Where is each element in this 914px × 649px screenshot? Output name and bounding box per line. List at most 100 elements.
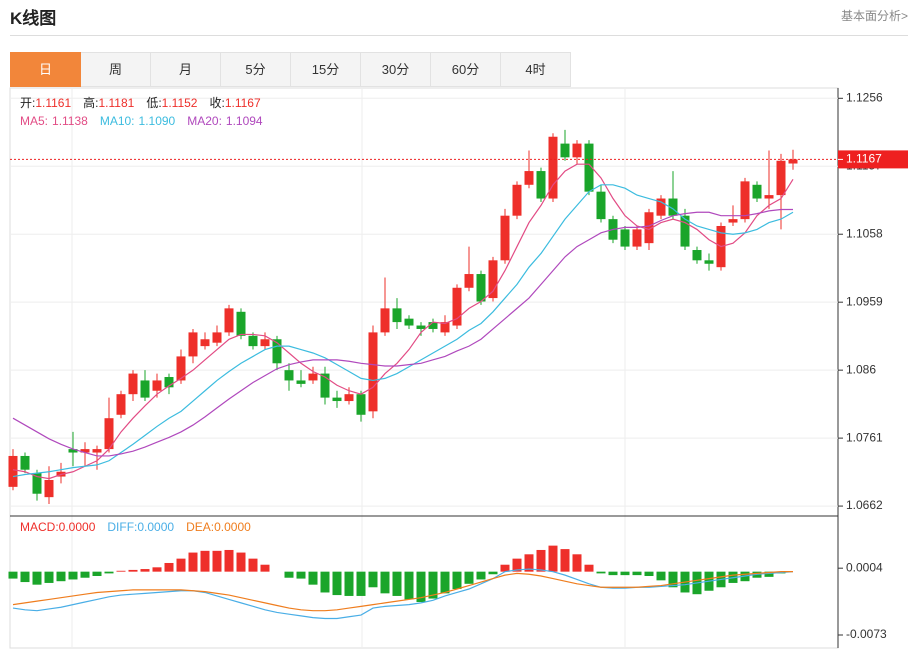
legend-value: 0.0000 [59, 520, 96, 534]
period-tab[interactable]: 5分 [221, 52, 291, 87]
legend-label: DEA: [186, 520, 214, 534]
candle-body [296, 380, 306, 384]
candle-body [380, 308, 390, 333]
macd-bar [596, 571, 606, 574]
candle-body [20, 455, 30, 470]
legend-label: MA10: [100, 114, 135, 128]
macd-bar [284, 571, 294, 578]
macd-bar [536, 549, 546, 572]
candle-body [44, 479, 54, 498]
legend-label: DIFF: [107, 520, 137, 534]
candle-body [284, 370, 294, 381]
legend: 开:1.1161 高:1.1181 低:1.1152 收:1.1167 [20, 95, 261, 110]
macd-bar [608, 571, 618, 576]
macd-line [12, 568, 794, 620]
macd-bar [44, 571, 54, 583]
period-tab[interactable]: 60分 [431, 52, 501, 87]
y-tick-label: 1.0662 [846, 498, 883, 512]
candle-body [536, 171, 546, 199]
candle-body [476, 274, 486, 302]
y-tick-label: 1.0959 [846, 294, 883, 308]
macd-bar [548, 545, 558, 572]
period-tab[interactable]: 月 [151, 52, 221, 87]
candle-body [776, 160, 786, 196]
period-tab[interactable]: 周 [81, 52, 151, 87]
period-tab[interactable]: 4时 [501, 52, 571, 87]
period-tab[interactable]: 日 [10, 52, 81, 87]
macd-bar [656, 571, 666, 581]
macd-bar [524, 554, 534, 572]
candle-body [560, 143, 570, 158]
legend-value: 1.1181 [99, 96, 135, 110]
macd-bar [128, 569, 138, 572]
legend-label: MACD: [20, 520, 59, 534]
candle-body [176, 356, 186, 381]
candle-body [452, 287, 462, 326]
candle-body [332, 397, 342, 402]
legend-label: 收: [209, 96, 224, 110]
macd-bar [56, 571, 66, 582]
macd-bar [152, 567, 162, 572]
candle-body [344, 394, 354, 402]
y-tick-label: -0.0073 [846, 627, 887, 641]
candle-body [152, 380, 162, 391]
legend-value: 1.1090 [139, 114, 176, 128]
macd-bar [644, 571, 654, 576]
legend-label: MA20: [187, 114, 222, 128]
candle-body [308, 373, 318, 381]
plot-frame [9, 87, 839, 649]
y-tick-label: 0.0004 [846, 560, 883, 574]
candle-body [464, 274, 474, 288]
fundamental-link[interactable]: 基本面分析> [840, 9, 908, 23]
legend-value: 1.1138 [52, 114, 88, 128]
macd-bar [440, 571, 450, 594]
period-tab[interactable]: 30分 [361, 52, 431, 87]
candle-body [440, 322, 450, 333]
divider [10, 35, 908, 36]
candle-body [236, 311, 246, 336]
candle-body [584, 143, 594, 192]
macd-bar [428, 571, 438, 599]
macd-bar [224, 549, 234, 572]
macd-bar [476, 571, 486, 580]
candle-body [548, 136, 558, 199]
candle-body [632, 229, 642, 247]
macd-bar [500, 564, 510, 572]
candle-body [356, 394, 366, 415]
legend-value: 1.1167 [225, 96, 261, 110]
macd-bar [140, 569, 150, 572]
legend-value: 1.1094 [226, 114, 263, 128]
candle-body [404, 318, 414, 326]
macd-bar [368, 571, 378, 588]
candle-body [488, 260, 498, 299]
period-tab[interactable]: 15分 [291, 52, 361, 87]
candle-body [260, 339, 270, 347]
macd-bar [248, 558, 258, 572]
macd-bar [308, 571, 318, 585]
candle-body [740, 181, 750, 220]
period-tabs: 日周月 5分 15分 30分 60分 4时 [10, 52, 571, 87]
ma-line [12, 184, 794, 478]
legend-value: 1.1161 [35, 96, 71, 110]
macd-bar [560, 549, 570, 572]
macd-bar [344, 571, 354, 596]
macd-bar [572, 554, 582, 572]
candle-body [368, 332, 378, 412]
macd-bar [392, 571, 402, 596]
legend-label: 高: [83, 95, 98, 110]
candle-body [680, 215, 690, 247]
candle-body [188, 332, 198, 357]
macd-bar [68, 571, 78, 580]
y-tick-label: 1.1256 [846, 90, 883, 104]
candle-body [272, 339, 282, 364]
macd-bar [176, 558, 186, 572]
candle-body [692, 250, 702, 261]
candle-body [668, 198, 678, 216]
macd-bar [332, 571, 342, 596]
macd-bar [236, 552, 246, 572]
last-price-label: 1.1167 [846, 152, 882, 166]
candle-body [596, 191, 606, 220]
legend-value: 1.1152 [162, 96, 198, 110]
legend-label: 低: [146, 96, 161, 110]
